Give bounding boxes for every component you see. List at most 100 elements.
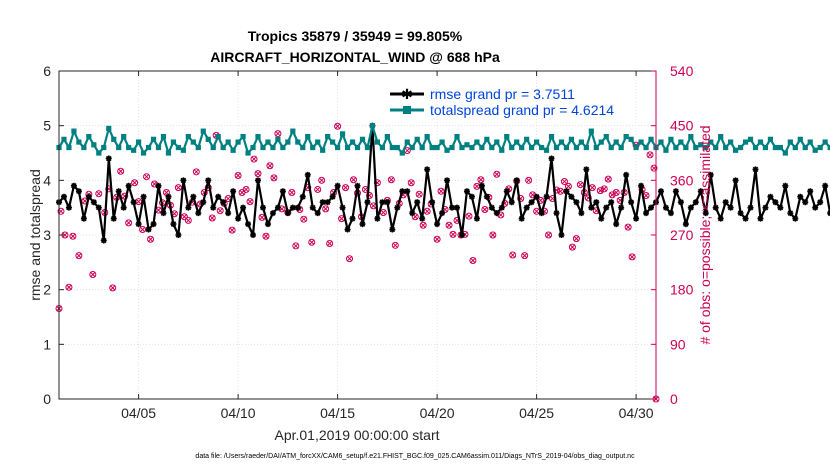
obs-assimilated-point-60 [308, 239, 315, 246]
obs-assimilated-point-135 [613, 189, 620, 196]
totalspread-point-72 [414, 136, 420, 142]
obs-possible-point-56 [292, 242, 300, 250]
rmse-point-101 [558, 232, 565, 238]
totalspread-point-12 [116, 144, 122, 151]
totalspread-point-52 [315, 139, 321, 145]
totalspread-point-101 [558, 139, 565, 145]
y-right-tick-label-5: 450 [670, 118, 694, 134]
y-tick-label-3: 3 [43, 227, 51, 243]
obs-assimilated-point-2 [62, 232, 68, 238]
obs-assimilated-point-69 [346, 255, 353, 262]
obs-assimilated-point-91 [438, 188, 444, 195]
obs-possible-point-90 [433, 235, 441, 243]
x-tick-label-3: 04/20 [420, 405, 455, 421]
totalspread-point-97 [538, 144, 545, 151]
rmse-point-59 [349, 215, 356, 222]
rmse-point-21 [160, 210, 167, 217]
obs-possible-point-12 [109, 284, 117, 292]
totalspread-point-114 [623, 134, 629, 140]
rmse-point-29 [200, 199, 207, 206]
totalspread-point-105 [578, 139, 584, 145]
rmse-point-49 [299, 193, 306, 200]
totalspread-point-149 [797, 136, 803, 142]
rmse-point-57 [339, 204, 346, 211]
obs-assimilated-point-123 [565, 183, 572, 190]
totalspread-point-103 [568, 136, 575, 142]
rmse-point-99 [548, 155, 555, 162]
totalspread-point-50 [305, 134, 311, 140]
obs-possible-point-4 [69, 232, 77, 240]
obs-assimilated-point-99 [470, 257, 476, 264]
totalspread-point-37 [240, 134, 246, 140]
rmse-point-127 [687, 204, 694, 211]
totalspread-point-153 [817, 144, 823, 151]
rmse-point-109 [598, 215, 605, 222]
rmse-point-67 [389, 226, 396, 233]
rmse-point-32 [215, 193, 222, 200]
totalspread-point-138 [742, 139, 749, 145]
rmse-point-128 [692, 199, 699, 206]
legend-rmse-marker: ✱ [401, 87, 413, 103]
rmse-point-37 [240, 204, 247, 211]
totalspread-point-104 [573, 144, 579, 151]
totalspread-point-33 [220, 144, 226, 151]
totalspread-point-148 [792, 144, 798, 151]
obs-assimilated-point-36 [209, 215, 216, 221]
obs-possible-point-102 [481, 205, 489, 213]
totalspread-point-130 [703, 144, 709, 151]
chart-title-line2: AIRCRAFT_HORIZONTAL_WIND @ 688 hPa [210, 49, 500, 65]
obs-possible-point-69 [346, 255, 354, 263]
totalspread-point-25 [180, 147, 186, 153]
totalspread-point-63 [369, 123, 376, 129]
rmse-point-22 [165, 193, 172, 200]
rmse-point-117 [638, 182, 645, 189]
obs-assimilated-point-55 [288, 189, 295, 196]
totalspread-point-41 [260, 144, 266, 151]
rmse-point-125 [677, 199, 684, 206]
y-tick-label-1: 1 [43, 336, 51, 352]
rmse-point-24 [175, 232, 182, 238]
totalspread-point-29 [200, 128, 206, 134]
obs-assimilated-point-98 [466, 213, 472, 220]
rmse-point-146 [782, 182, 789, 189]
totalspread-point-44 [275, 136, 281, 142]
rmse-point-86 [483, 193, 490, 200]
rmse-point-3 [70, 182, 77, 189]
obs-assimilated-point-121 [557, 188, 564, 195]
rmse-point-73 [419, 215, 426, 222]
obs-possible-point-66 [334, 122, 342, 130]
obs-assimilated-point-94 [450, 231, 456, 238]
totalspread-point-146 [782, 150, 788, 156]
totalspread-point-54 [325, 134, 331, 140]
rmse-point-98 [543, 193, 550, 200]
totalspread-point-83 [469, 144, 475, 151]
totalspread-point-93 [519, 144, 525, 151]
rmse-point-54 [324, 199, 331, 206]
totalspread-point-143 [767, 136, 774, 142]
obs-possible-point-124 [568, 243, 576, 251]
totalspread-point-27 [190, 139, 196, 145]
totalspread-point-65 [379, 144, 385, 151]
x-axis-label: Apr.01,2019 00:00:00 start [274, 427, 439, 443]
rmse-point-126 [682, 221, 689, 228]
totalspread-point-43 [270, 144, 276, 151]
rmse-point-154 [822, 182, 829, 189]
y-axis-ticks: 0 1 2 3 4 5 6 [43, 63, 64, 407]
totalspread-point-151 [807, 139, 813, 145]
rmse-point-47 [289, 204, 296, 211]
totalspread-point-86 [484, 136, 490, 142]
rmse-point-40 [255, 177, 261, 184]
obs-possible-point-45 [246, 198, 254, 206]
obs-assimilated-point-66 [334, 123, 341, 130]
rmse-point-103 [568, 193, 575, 200]
y-right-tick-label-3: 270 [670, 227, 694, 243]
rmse-point-149 [797, 193, 804, 200]
totalspread-point-38 [245, 150, 251, 156]
obs-possible-point-63 [322, 205, 330, 213]
rmse-point-90 [503, 188, 510, 195]
totalspread-point-107 [588, 128, 594, 134]
totalspread-point-60 [354, 144, 361, 151]
obs-assimilated-point-56 [292, 243, 299, 249]
rmse-point-75 [429, 199, 436, 206]
totalspread-point-122 [663, 147, 669, 153]
